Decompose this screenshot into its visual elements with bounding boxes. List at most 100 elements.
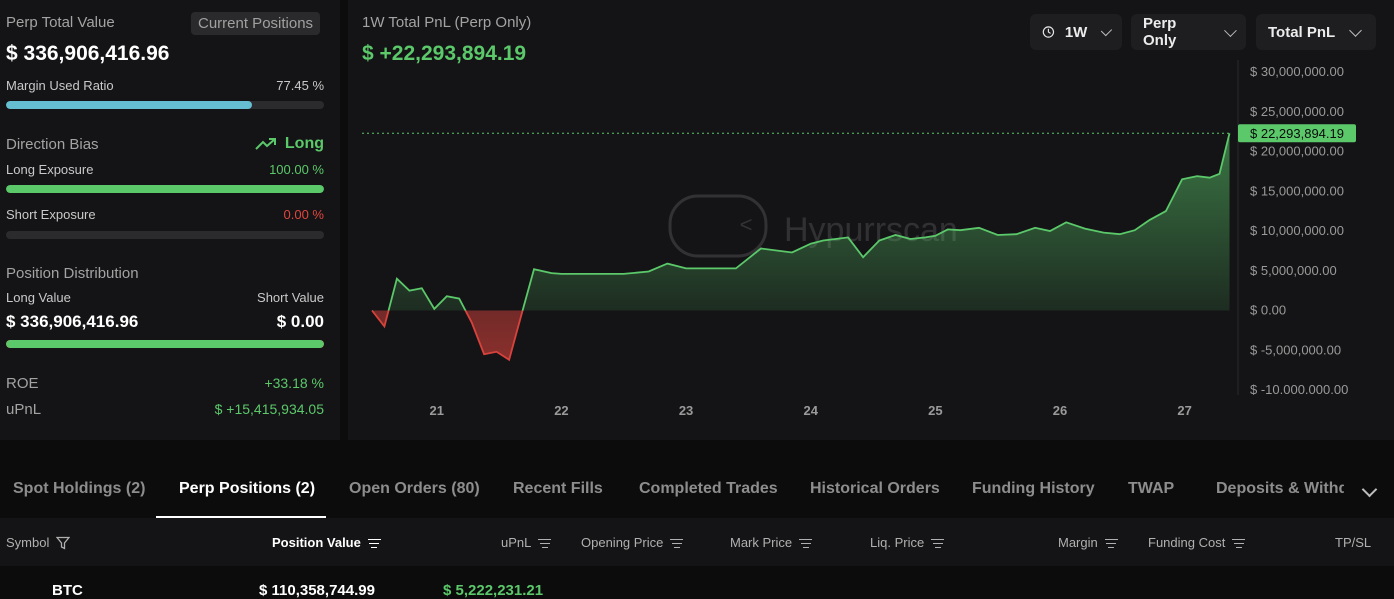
data-point [371,310,373,312]
column-margin[interactable]: Margin [1058,535,1118,550]
tab-twap[interactable]: TWAP [1128,480,1175,497]
sort-icon[interactable] [1232,538,1246,549]
data-point [508,359,510,361]
column-funding-cost[interactable]: Funding Cost [1148,535,1246,550]
perp-total-value: $ 336,906,416.96 [6,42,170,65]
column-symbol[interactable]: Symbol [6,535,71,550]
clock-icon [1042,26,1055,38]
column-opening-price[interactable]: Opening Price [581,535,684,550]
distribution-bar-long-fill [6,340,324,348]
data-point [1134,229,1136,231]
data-point [716,267,718,269]
short-value: $ 0.00 [276,312,324,331]
data-point [1119,233,1121,235]
data-point [1103,232,1105,234]
margin-used-ratio-label: Margin Used Ratio [6,78,114,93]
tab-open-orders[interactable]: Open Orders (80) [349,480,480,497]
margin-used-ratio-value: 77.45 % [276,78,324,93]
sort-icon[interactable] [799,538,813,549]
data-point [396,278,398,280]
long-exposure-label: Long Exposure [6,162,94,177]
sort-icon[interactable] [931,538,945,549]
column-mark-price[interactable]: Mark Price [730,535,813,550]
column-tp-sl[interactable]: TP/SL [1335,535,1371,550]
filter-select[interactable]: Perp Only [1131,14,1246,50]
data-point [1049,230,1051,232]
data-point [598,273,600,275]
timeframe-value: 1W [1064,23,1088,41]
x-tick-label: 23 [679,403,693,418]
data-point [947,228,949,230]
data-point [878,240,880,242]
tab-spot-holdings[interactable]: Spot Holdings (2) [13,480,146,497]
tab-deposits-withdrawals[interactable]: Deposits & Withdra [1216,480,1344,497]
data-point [909,238,911,240]
direction-bias-label: Direction Bias [6,136,99,153]
timeframe-select[interactable]: 1W [1030,14,1122,50]
x-tick-label: 27 [1177,403,1191,418]
short-exposure-bar [6,231,324,239]
data-point [760,247,762,249]
y-axis-ticks: $ 30,000,000.00 $ 25,000,000.00 $ 20,000,0… [1250,64,1348,397]
data-point [822,240,824,242]
current-positions-tag[interactable]: Current Positions [191,12,321,35]
data-point [550,272,552,274]
data-point [685,267,687,269]
data-point [666,263,668,265]
column-upnl[interactable]: uPnL [501,535,552,550]
data-point [924,236,926,238]
positive-area [372,133,1230,311]
positions-table-header: Symbol Position Value uPnL Opening Price… [0,518,1394,566]
data-point [704,267,706,269]
sort-icon[interactable] [670,538,684,549]
trending-up-icon [255,138,276,150]
long-exposure-bar-fill [6,185,324,193]
roe-value: +33.18 % [264,375,324,391]
chart-title: 1W Total PnL (Perp Only) [362,14,532,31]
data-point [1181,178,1183,180]
filter-icon[interactable] [56,536,71,550]
filter-value: Perp Only [1143,15,1177,49]
column-liq-price-label: Liq. Price [870,535,925,550]
data-point [735,267,737,269]
metric-select[interactable]: Total PnL [1256,14,1376,50]
long-value-label: Long Value [6,290,71,305]
sort-icon[interactable] [538,538,552,549]
row-upnl: $ 5,222,231.21 [443,582,544,599]
y-tick-label: $ 10,000,000.00 [1250,223,1344,238]
roe-label: ROE [6,375,39,392]
data-point [1219,173,1221,175]
margin-used-bar-fill [6,101,253,109]
sort-icon[interactable] [367,538,381,549]
row-symbol[interactable]: BTC [52,582,83,599]
svg-text:$ 22,293,894.19: $ 22,293,894.19 [1250,126,1344,141]
data-point [579,273,581,275]
data-point [1196,175,1198,177]
y-tick-label: $ -10.000.000.00 [1250,382,1348,397]
column-liq-price[interactable]: Liq. Price [870,535,945,550]
tab-funding-history[interactable]: Funding History [972,480,1095,497]
active-tab-indicator [156,516,326,518]
long-exposure-value: 100.00 % [269,162,324,177]
column-symbol-label: Symbol [6,535,50,550]
x-tick-label: 24 [803,403,818,418]
column-position-value[interactable]: Position Value [272,535,381,550]
chevron-down-icon[interactable] [1361,481,1378,498]
tab-bar: Spot Holdings (2) Perp Positions (2) Ope… [0,462,1394,518]
y-tick-label: $ 30,000,000.00 [1250,64,1344,79]
y-tick-label: $ 15,000,000.00 [1250,183,1344,198]
perp-total-value-label: Perp Total Value [6,14,115,31]
column-opening-price-label: Opening Price [581,535,664,550]
tab-recent-fills[interactable]: Recent Fills [513,480,603,497]
data-point [521,313,523,315]
data-point [1165,210,1167,212]
tab-historical-orders[interactable]: Historical Orders [810,480,940,497]
svg-text:<: < [740,212,753,237]
y-tick-label: $ 0.00 [1250,303,1286,318]
tab-completed-trades[interactable]: Completed Trades [639,480,778,497]
column-tp-sl-label: TP/SL [1335,535,1372,550]
y-tick-label: $ -5,000,000.00 [1250,342,1341,357]
sort-icon[interactable] [1104,538,1118,549]
data-point [934,235,936,237]
tab-perp-positions[interactable]: Perp Positions (2) [179,480,316,497]
